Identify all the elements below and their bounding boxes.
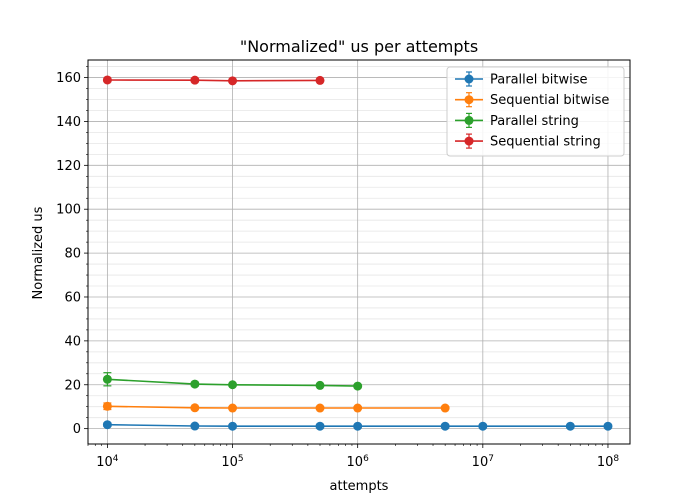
y-tick-label: 0 bbox=[73, 422, 81, 437]
data-point bbox=[440, 421, 450, 431]
series-line bbox=[107, 405, 446, 409]
y-tick-label: 60 bbox=[64, 290, 81, 305]
x-tick-label-exponent: 4 bbox=[113, 454, 119, 464]
y-tick-label: 40 bbox=[64, 334, 81, 349]
x-tick-label: 106 bbox=[347, 454, 370, 470]
x-tick-label: 105 bbox=[221, 454, 243, 470]
legend-item: Sequential bitwise bbox=[455, 92, 609, 108]
x-tick-label-base: 10 bbox=[96, 455, 113, 470]
legend-label: Parallel string bbox=[490, 114, 579, 129]
legend-label: Parallel bitwise bbox=[490, 73, 587, 88]
data-point bbox=[102, 75, 112, 85]
x-tick-label-exponent: 8 bbox=[613, 454, 619, 464]
data-point bbox=[190, 379, 200, 389]
y-axis-label: Normalized us bbox=[31, 206, 46, 299]
data-point bbox=[353, 403, 363, 413]
data-point bbox=[102, 401, 112, 411]
data-point bbox=[315, 403, 325, 413]
data-point bbox=[353, 421, 363, 431]
data-point bbox=[228, 76, 238, 86]
y-tick-label: 140 bbox=[56, 115, 81, 130]
data-point bbox=[440, 403, 450, 413]
x-tick-label-base: 10 bbox=[347, 455, 364, 470]
x-tick-label-base: 10 bbox=[472, 455, 489, 470]
data-point bbox=[478, 421, 488, 431]
y-tick-label: 100 bbox=[56, 203, 81, 218]
legend: Parallel bitwise Sequential bitwise Parall… bbox=[446, 66, 625, 157]
legend-item: Parallel string bbox=[455, 112, 579, 129]
x-tick-label-exponent: 7 bbox=[488, 454, 494, 464]
legend-item: Parallel bitwise bbox=[455, 71, 587, 88]
data-point bbox=[228, 403, 238, 413]
x-tick-label-base: 10 bbox=[597, 455, 614, 470]
legend-swatch-marker bbox=[464, 136, 474, 146]
x-tick-label-exponent: 6 bbox=[363, 454, 369, 464]
data-point bbox=[315, 380, 325, 390]
series-line bbox=[107, 79, 321, 82]
x-tick-label: 104 bbox=[96, 454, 119, 470]
legend-label: Sequential string bbox=[490, 135, 601, 150]
series-layer bbox=[102, 75, 613, 431]
legend-swatch-marker bbox=[464, 95, 474, 105]
legend-label: Sequential bitwise bbox=[490, 93, 609, 108]
legend-swatch-marker bbox=[464, 115, 474, 125]
series-3 bbox=[102, 75, 325, 86]
y-tick-label: 80 bbox=[64, 247, 81, 262]
data-point bbox=[603, 421, 613, 431]
x-tick-label-base: 10 bbox=[221, 455, 238, 470]
y-tick-label: 20 bbox=[64, 378, 81, 393]
data-point bbox=[315, 421, 325, 431]
legend-box bbox=[446, 66, 625, 157]
data-point bbox=[228, 421, 238, 431]
y-tick-label: 120 bbox=[56, 159, 81, 174]
data-point bbox=[190, 75, 200, 85]
x-tick-label-exponent: 5 bbox=[238, 454, 244, 464]
plot-frame bbox=[87, 59, 631, 445]
data-point bbox=[190, 403, 200, 413]
legend-swatch-marker bbox=[464, 74, 474, 84]
x-tick-label: 107 bbox=[472, 454, 494, 470]
series-2 bbox=[102, 372, 363, 391]
chart-title: "Normalized" us per attempts bbox=[240, 37, 478, 56]
y-tick-label: 160 bbox=[56, 71, 81, 86]
data-point bbox=[102, 374, 112, 384]
x-tick-label: 108 bbox=[597, 454, 620, 470]
data-point bbox=[228, 380, 238, 390]
data-point bbox=[190, 421, 200, 431]
data-point bbox=[102, 420, 112, 430]
series-1 bbox=[102, 401, 450, 413]
data-point bbox=[565, 421, 575, 431]
series-0 bbox=[102, 420, 613, 431]
legend-item: Sequential string bbox=[455, 133, 601, 150]
data-point bbox=[315, 75, 325, 85]
data-point bbox=[353, 381, 363, 391]
x-axis-label: attempts bbox=[330, 479, 389, 494]
